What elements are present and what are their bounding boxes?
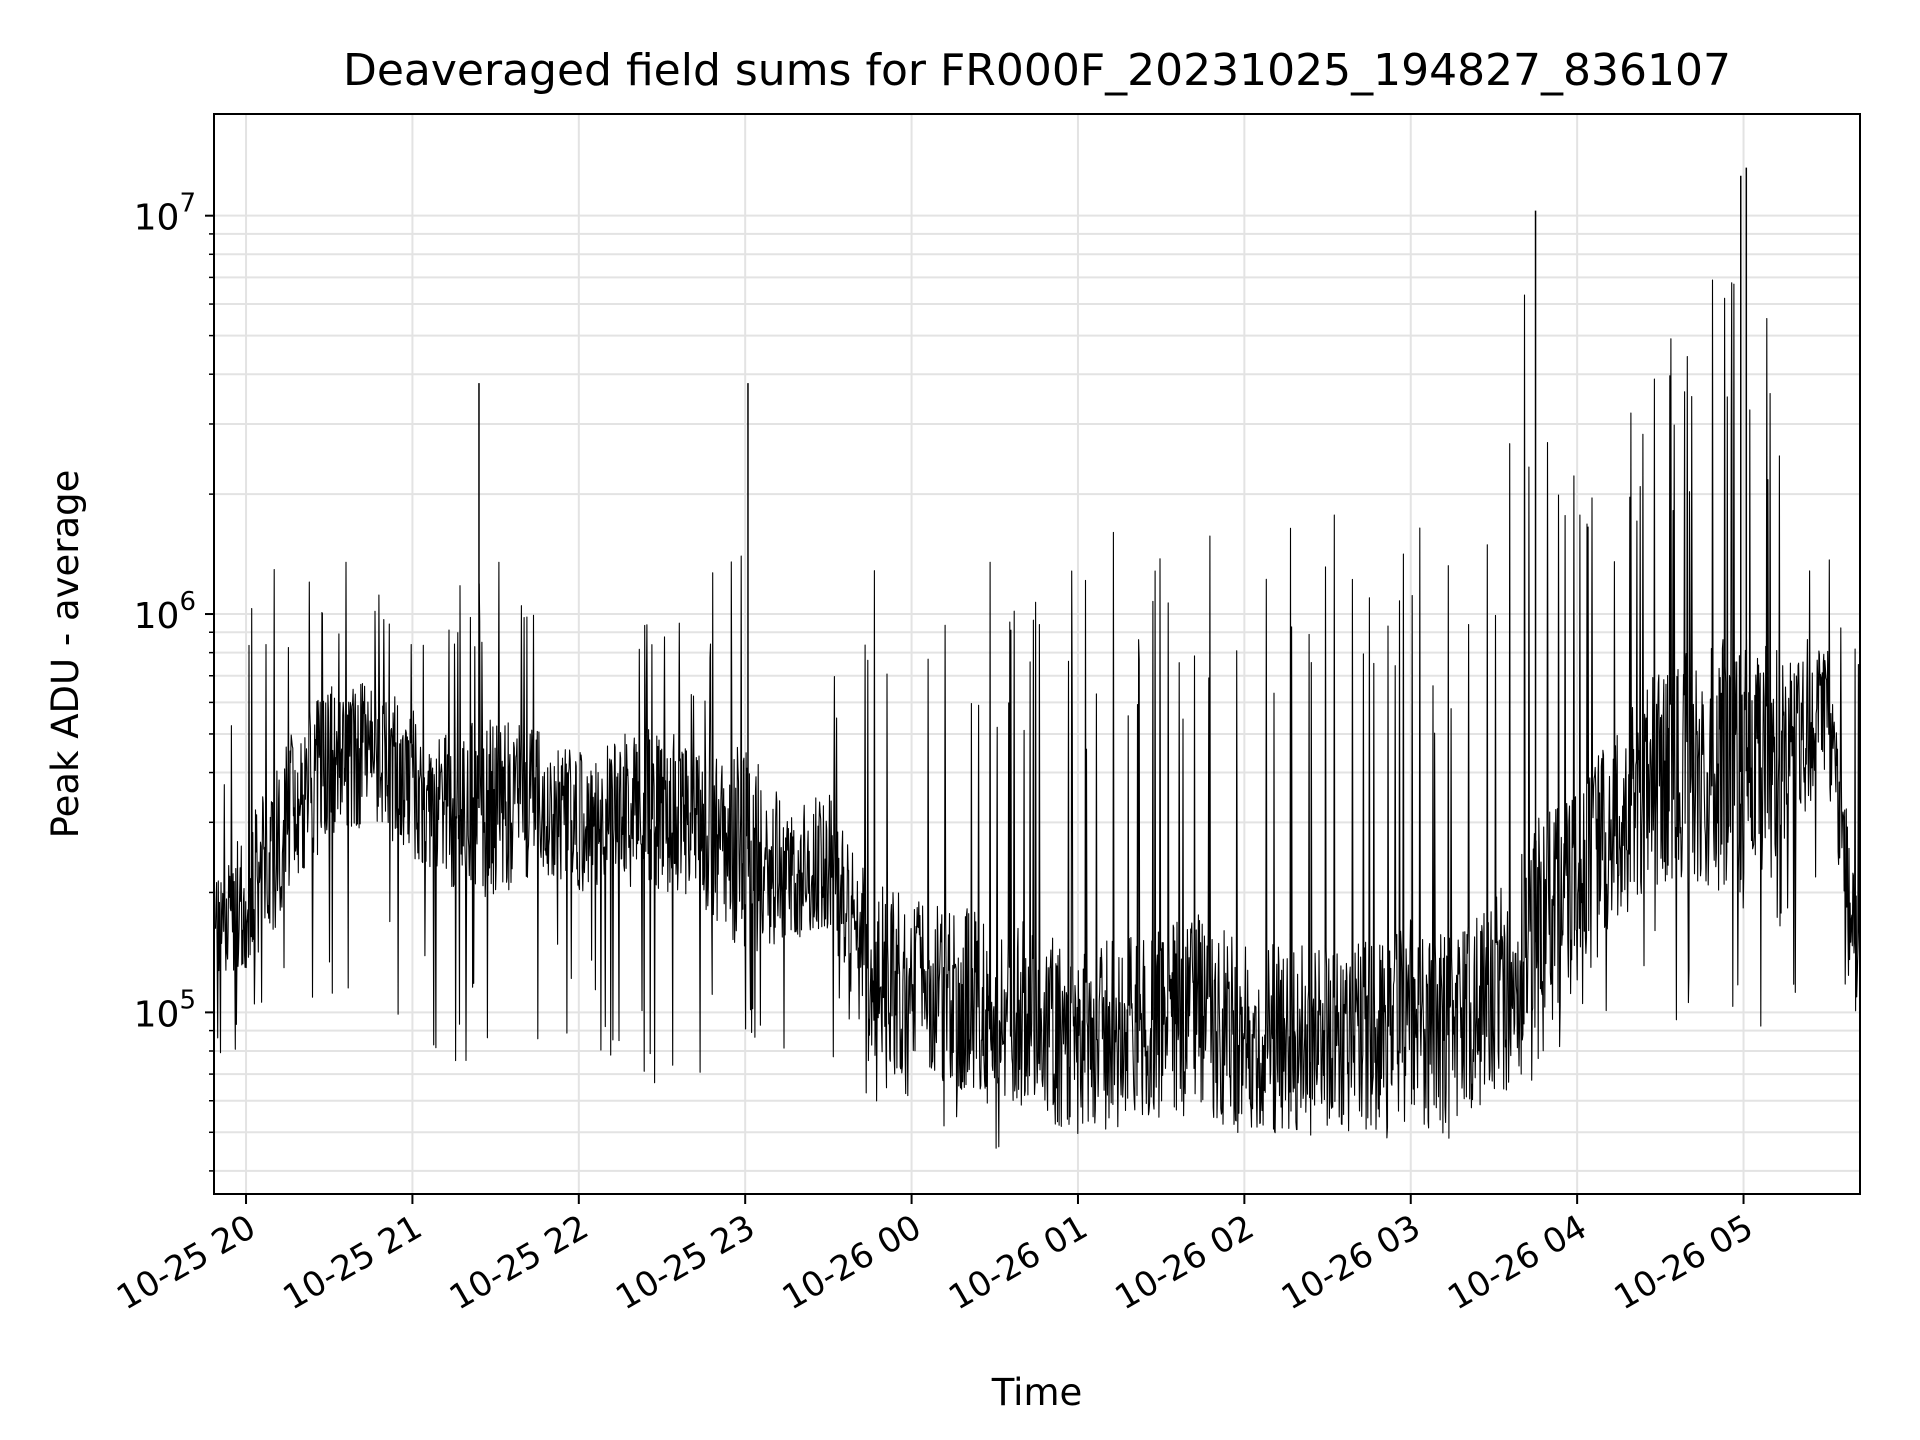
- y-tick-label: 105: [134, 985, 196, 1035]
- y-tick-label: 106: [134, 587, 196, 637]
- y-tick-label-exponent: 7: [179, 189, 196, 219]
- y-tick-label-exponent: 5: [179, 985, 196, 1015]
- y-tick-label-base: 10: [134, 198, 180, 239]
- chart-title: Deaveraged field sums for FR000F_2023102…: [343, 45, 1731, 96]
- y-tick-label-base: 10: [134, 596, 180, 637]
- y-tick-label-base: 10: [134, 994, 180, 1035]
- series-line: [214, 279, 1861, 1149]
- y-axis-label: Peak ADU - average: [44, 470, 87, 839]
- plot-frame: [213, 113, 1861, 1195]
- data-series: [214, 167, 1861, 1149]
- y-tick-label-exponent: 6: [179, 587, 196, 617]
- x-axis-label: Time: [991, 1371, 1083, 1414]
- y-tick-label: 107: [134, 189, 196, 239]
